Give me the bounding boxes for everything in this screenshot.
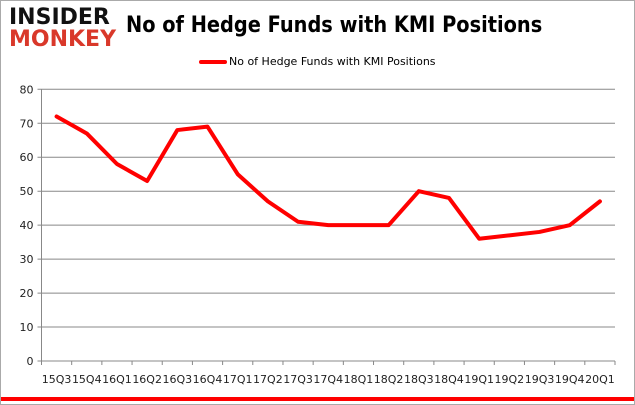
legend-swatch <box>199 59 227 64</box>
x-tick-label: 19Q2 <box>495 373 525 386</box>
x-tick-label: 17Q3 <box>283 373 313 386</box>
chart-title: No of Hedge Funds with KMI Positions <box>126 13 543 38</box>
y-tick-label: 50 <box>20 185 34 198</box>
x-tick-label: 16Q2 <box>132 373 162 386</box>
x-tick-label: 19Q1 <box>464 373 494 386</box>
y-tick-label: 40 <box>20 219 34 232</box>
logo-line2: MONKEY <box>9 27 117 52</box>
x-tick-label: 18Q2 <box>374 373 404 386</box>
legend-label: No of Hedge Funds with KMI Positions <box>229 55 436 68</box>
y-tick-label: 80 <box>20 83 34 96</box>
x-tick-label: 19Q4 <box>555 373 585 386</box>
x-tick-label: 16Q3 <box>163 373 193 386</box>
bottom-border <box>1 397 634 401</box>
legend: No of Hedge Funds with KMI Positions <box>199 55 436 68</box>
y-tick-label: 10 <box>20 321 34 334</box>
y-tick-label: 70 <box>20 117 34 130</box>
y-tick-label: 0 <box>27 355 34 368</box>
x-tick-label: 18Q4 <box>434 373 464 386</box>
y-tick-label: 30 <box>20 253 34 266</box>
x-tick-label: 17Q4 <box>313 373 343 386</box>
x-tick-label: 18Q3 <box>404 373 434 386</box>
x-tick-label: 15Q3 <box>42 373 72 386</box>
x-tick-label: 17Q2 <box>253 373 283 386</box>
series-line <box>54 114 602 241</box>
x-tick-label: 15Q4 <box>72 373 102 386</box>
x-tick-label: 19Q3 <box>525 373 555 386</box>
x-tick-label: 16Q4 <box>193 373 223 386</box>
x-tick-label: 17Q1 <box>223 373 253 386</box>
x-tick-label: 18Q1 <box>344 373 374 386</box>
insider-monkey-logo: INSIDER MONKEY <box>9 7 119 51</box>
logo-line1: INSIDER <box>9 5 110 30</box>
y-tick-label: 60 <box>20 151 34 164</box>
x-tick-label: 20Q1 <box>585 373 615 386</box>
y-tick-label: 20 <box>20 287 34 300</box>
x-tick-label: 16Q1 <box>102 373 132 386</box>
